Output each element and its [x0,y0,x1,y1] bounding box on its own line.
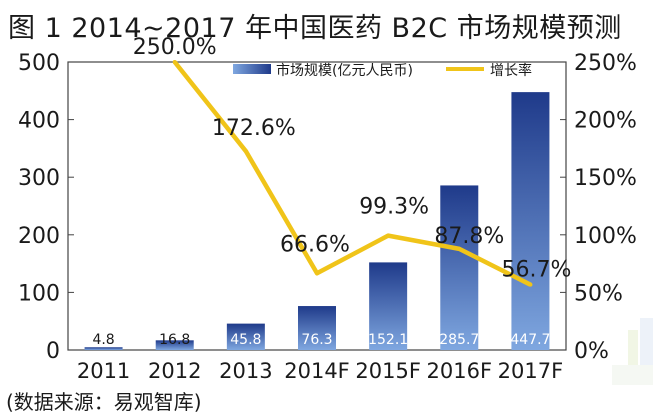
left-tick-label: 500 [18,51,60,76]
growth-line-series [172,60,533,287]
growth-line [172,60,532,287]
chart-title: 图 1 2014~2017 年中国医药 B2C 市场规模预测 [8,13,622,44]
x-tick-label: 2014F [284,359,350,383]
right-tick-label: 0% [574,339,609,364]
x-tick-label: 2012 [148,359,201,383]
legend-line-label: 增长率 [490,62,532,79]
bar-value-label: 4.8 [92,332,114,348]
bar-value-label: 152.1 [368,332,408,348]
right-tick-label: 50% [574,281,623,306]
growth-point [315,271,319,276]
growth-point [457,246,462,251]
growth-value-label: 87.8% [434,224,504,249]
right-tick-label: 100% [574,224,637,249]
growth-point [386,233,391,238]
left-tick-label: 200 [18,224,60,249]
growth-point [528,282,533,287]
chart: 4.8 16.8 45.8 76.3 152.1 285.7 447.7 250.0% 172… [18,35,637,383]
x-tick-label: 2013 [219,359,272,383]
x-axis-ticks: 2011 2012 2013 2014F 2015F 2016F 2017F [77,359,563,383]
growth-value-label: 56.7% [501,258,571,283]
growth-value-labels: 250.0% 172.6% 66.6% 99.3%87.8% 56.7% [133,35,572,283]
right-tick-label: 200% [574,109,637,134]
left-tick-label: 100 [18,281,60,306]
bar-value-labels: 4.8 16.8 45.8 76.3 152.1 285.7 447.7 [92,332,550,348]
bar-value-label: 285.7 [439,332,479,348]
left-axis-ticks: 0 100 200 300 400 500 [18,51,74,364]
bar-series [84,92,550,350]
legend: 市场规模(亿元人民币) 增长率 [233,62,532,79]
right-axis-ticks: 0% 50% 100% 150% 200% 250% [560,51,637,364]
legend-bar-label: 市场规模(亿元人民币) [276,62,413,79]
legend-bar-swatch [233,64,271,74]
bar-value-label: 16.8 [159,332,190,348]
x-tick-label: 2016F [427,359,493,383]
right-tick-label: 250% [574,51,637,76]
bar [298,306,336,350]
left-tick-label: 0 [46,339,60,364]
growth-value-label: 66.6% [280,232,350,257]
x-tick-label: 2017F [498,359,564,383]
growth-value-label: 172.6% [212,116,296,141]
x-tick-label: 2015F [355,359,421,383]
left-tick-label: 300 [18,166,60,191]
data-source-note: (数据来源：易观智库) [6,390,202,414]
bar-value-label: 447.7 [510,332,550,348]
bar-value-label: 76.3 [301,332,332,348]
growth-point [172,60,177,64]
bar-value-label: 45.8 [230,332,261,348]
bar [511,92,550,350]
growth-value-label: 99.3% [359,195,429,220]
growth-value-label: 250.0% [133,35,217,60]
right-tick-label: 150% [574,166,637,191]
bar [369,262,408,350]
bar [440,185,479,350]
bar [226,323,265,350]
left-tick-label: 400 [18,109,60,134]
growth-point [243,149,248,154]
bar [155,340,194,350]
x-tick-label: 2011 [77,359,130,383]
bar [84,347,123,350]
